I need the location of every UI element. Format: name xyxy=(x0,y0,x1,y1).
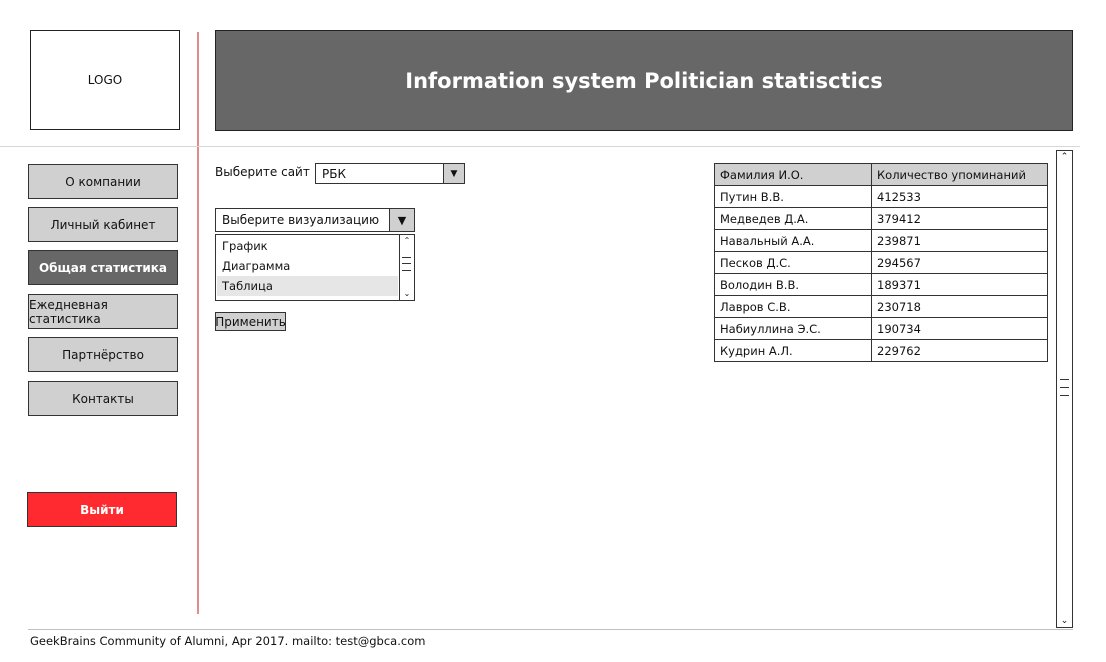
site-select[interactable]: РБК ▼ xyxy=(315,163,465,184)
cell-count: 229762 xyxy=(871,339,1048,362)
sidebar-divider xyxy=(197,32,199,614)
logo: LOGO xyxy=(30,30,180,130)
chevron-up-icon[interactable]: ⌃ xyxy=(403,236,411,245)
table-row: Навальный А.А. 239871 xyxy=(714,229,1048,252)
cell-name: Набиуллина Э.С. xyxy=(714,317,872,340)
page-title: Information system Politician statisctic… xyxy=(405,68,883,93)
cell-count: 189371 xyxy=(871,273,1048,296)
chevron-up-icon[interactable]: ⌃ xyxy=(1060,152,1069,162)
cell-count: 190734 xyxy=(871,317,1048,340)
cell-count: 230718 xyxy=(871,295,1048,318)
visualization-option-diagram[interactable]: Диаграмма xyxy=(222,259,291,273)
header-separator xyxy=(0,146,1080,147)
caret-down-icon[interactable]: ▼ xyxy=(443,164,464,183)
logout-button[interactable]: Выйти xyxy=(27,492,177,527)
scroll-grip-icon[interactable] xyxy=(402,257,411,271)
site-select-value: РБК xyxy=(322,167,346,181)
visualization-select[interactable]: Выберите визуализацию ▼ xyxy=(215,208,415,232)
table-row: Путин В.В. 412533 xyxy=(714,185,1048,208)
sidebar-item-contacts[interactable]: Контакты xyxy=(28,381,178,416)
sidebar-item-label: Общая статистика xyxy=(38,260,168,275)
table-header-row: Фамилия И.О. Количество упоминаний xyxy=(714,163,1048,186)
sidebar-item-label: Ежедневная статистика xyxy=(29,297,108,326)
visualization-options-list[interactable]: График Диаграмма Таблица ⌃ ⌄ xyxy=(215,234,415,301)
apply-button-label: Применить xyxy=(215,314,286,329)
sidebar-item-account[interactable]: Личный кабинет xyxy=(28,207,178,242)
cell-name: Навальный А.А. xyxy=(714,229,872,252)
table-row: Лавров С.В. 230718 xyxy=(714,295,1048,318)
site-select-label: Выберите сайт xyxy=(215,165,310,179)
cell-count: 379412 xyxy=(871,207,1048,230)
apply-button[interactable]: Применить xyxy=(215,312,286,331)
chevron-down-icon[interactable]: ⌄ xyxy=(403,289,411,298)
sidebar-item-general-stats[interactable]: Общая статистика xyxy=(28,250,178,285)
sidebar-item-partnership[interactable]: Партнёрство xyxy=(28,337,178,372)
sidebar-item-label: Личный кабинет xyxy=(50,217,156,232)
caret-down-icon[interactable]: ▼ xyxy=(389,209,414,231)
visualization-select-label: Выберите визуализацию xyxy=(222,213,380,227)
visualization-option-table[interactable]: Таблица xyxy=(217,276,398,296)
footer-text: GeekBrains Community of Alumni, Apr 2017… xyxy=(30,634,426,648)
column-header-name: Фамилия И.О. xyxy=(714,163,872,186)
visualization-option-graph[interactable]: График xyxy=(222,239,268,253)
table-row: Володин В.В. 189371 xyxy=(714,273,1048,296)
cell-name: Песков Д.С. xyxy=(714,251,872,274)
logout-label: Выйти xyxy=(80,502,124,517)
page-scrollbar[interactable]: ⌃ ⌄ xyxy=(1056,150,1073,628)
cell-count: 294567 xyxy=(871,251,1048,274)
cell-name: Кудрин А.Л. xyxy=(714,339,872,362)
mentions-table: Фамилия И.О. Количество упоминаний Путин… xyxy=(714,163,1048,362)
column-header-count: Количество упоминаний xyxy=(871,163,1048,186)
sidebar-item-label: Партнёрство xyxy=(62,347,144,362)
chevron-down-icon[interactable]: ⌄ xyxy=(1060,616,1069,626)
sidebar-item-label: Контакты xyxy=(72,391,134,406)
table-row: Кудрин А.Л. 229762 xyxy=(714,339,1048,362)
cell-name: Володин В.В. xyxy=(714,273,872,296)
scroll-grip-icon[interactable] xyxy=(1060,379,1069,399)
cell-count: 412533 xyxy=(871,185,1048,208)
table-row: Медведев Д.А. 379412 xyxy=(714,207,1048,230)
cell-name: Медведев Д.А. xyxy=(714,207,872,230)
sidebar-item-daily-stats[interactable]: Ежедневная статистика xyxy=(28,294,178,329)
logo-label: LOGO xyxy=(87,73,123,87)
footer-separator xyxy=(28,629,1073,630)
sidebar-item-about[interactable]: О компании xyxy=(28,164,178,199)
table-row: Набиуллина Э.С. 190734 xyxy=(714,317,1048,340)
table-row: Песков Д.С. 294567 xyxy=(714,251,1048,274)
cell-name: Лавров С.В. xyxy=(714,295,872,318)
cell-count: 239871 xyxy=(871,229,1048,252)
cell-name: Путин В.В. xyxy=(714,185,872,208)
options-scrollbar[interactable]: ⌃ ⌄ xyxy=(399,235,414,300)
sidebar-item-label: О компании xyxy=(65,174,141,189)
page-header: Information system Politician statisctic… xyxy=(215,30,1073,131)
